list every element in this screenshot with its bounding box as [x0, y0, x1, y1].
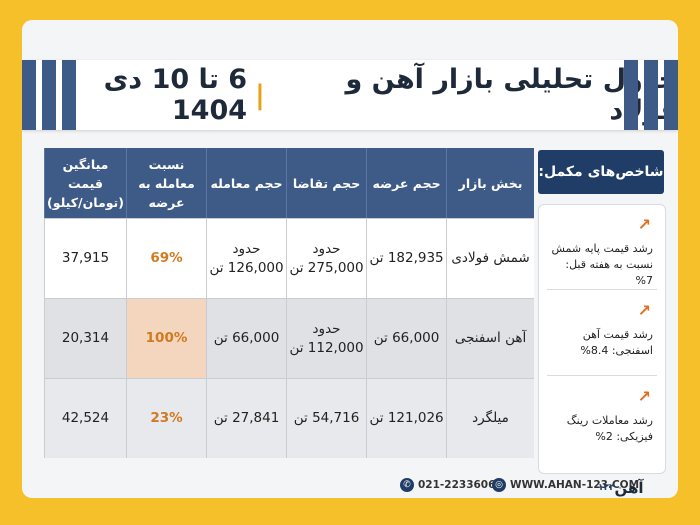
title-dates: 6 تا 10 دی 1404	[103, 64, 248, 126]
cell-ratio: 23%	[126, 378, 207, 458]
cell-supply: 66,000 تن	[366, 298, 447, 378]
footer-website: ◎ WWW.AHAN-123.COM	[492, 478, 639, 492]
table-row: 20,314 100% 66,000 تن حدود 112,000 تن 66…	[44, 298, 534, 378]
cell-avg-price: 37,915	[44, 218, 126, 298]
title-band: جدول تحلیلی بازار آهن و فولاد | 6 تا 10 …	[22, 60, 678, 130]
cell-traded: 27,841 تن	[206, 378, 287, 458]
title-main: جدول تحلیلی بازار آهن و فولاد	[345, 64, 678, 126]
title-separator: |	[255, 79, 265, 111]
arrow-up-right-icon: ↗	[637, 387, 651, 406]
metric-item: ↗ رشد معاملات رینگ فیزیکی: 2%	[547, 383, 657, 461]
decor-stripe	[624, 60, 638, 130]
market-table: میانگین قیمت (تومان/کیلو) نسبت معامله به…	[44, 148, 534, 458]
metric-text: رشد قیمت آهن اسفنجی: 8.4%	[580, 328, 653, 357]
cell-supply: 182,935 تن	[366, 218, 447, 298]
side-heading: شاخص‌های مکمل:	[538, 150, 664, 194]
cell-traded: حدود 126,000 تن	[206, 218, 287, 298]
cell-demand: 54,716 تن	[286, 378, 367, 458]
cell-sector: شمش فولادی	[446, 218, 534, 298]
decor-stripe	[22, 60, 36, 130]
cell-supply: 121,026 تن	[366, 378, 447, 458]
globe-icon: ◎	[492, 478, 506, 492]
cell-ratio: 100%	[126, 298, 207, 378]
metric-item: ↗ رشد قیمت پایه شمش نسبت به هفته قبل: 7%	[547, 211, 657, 290]
arrow-up-right-icon: ↗	[637, 215, 651, 234]
cell-ratio: 69%	[126, 218, 207, 298]
cell-sector: آهن اسفنجی	[446, 298, 534, 378]
header-demand: حجم تقاضا	[286, 148, 367, 218]
footer-phone: ✆ 021-22336060	[400, 478, 503, 492]
logo-text: آهن	[614, 479, 644, 497]
content-card: جدول تحلیلی بازار آهن و فولاد | 6 تا 10 …	[22, 20, 678, 498]
page-title: جدول تحلیلی بازار آهن و فولاد | 6 تا 10 …	[22, 60, 678, 130]
metric-text: رشد قیمت پایه شمش نسبت به هفته قبل: 7%	[551, 242, 653, 287]
side-metrics-panel: ↗ رشد قیمت پایه شمش نسبت به هفته قبل: 7%…	[538, 204, 666, 474]
cell-avg-price: 20,314	[44, 298, 126, 378]
cell-demand: حدود 112,000 تن	[286, 298, 367, 378]
header-ratio: نسبت معامله به عرضه	[126, 148, 207, 218]
website-url: WWW.AHAN-123.COM	[510, 479, 640, 491]
header-sector: بخش بازار	[446, 148, 534, 218]
logo-mark: ۱۲۳	[598, 483, 615, 493]
decor-stripe	[62, 60, 76, 130]
metric-text: رشد معاملات رینگ فیزیکی: 2%	[566, 414, 653, 443]
table-header: میانگین قیمت (تومان/کیلو) نسبت معامله به…	[44, 148, 534, 218]
header-supply: حجم عرضه	[366, 148, 447, 218]
metric-item: ↗ رشد قیمت آهن اسفنجی: 8.4%	[547, 297, 657, 376]
phone-icon: ✆	[400, 478, 414, 492]
decor-stripe	[42, 60, 56, 130]
decor-stripe	[664, 60, 678, 130]
cell-avg-price: 42,524	[44, 378, 126, 458]
cell-traded: 66,000 تن	[206, 298, 287, 378]
brand-logo: آهن ۱۲۳	[596, 478, 644, 498]
cell-sector: میلگرد	[446, 378, 534, 458]
header-traded: حجم معامله	[206, 148, 287, 218]
decor-stripe	[644, 60, 658, 130]
footer: ✆ 021-22336060 ◎ WWW.AHAN-123.COM آهن ۱۲…	[22, 478, 678, 498]
table-row: 37,915 69% حدود 126,000 تن حدود 275,000 …	[44, 218, 534, 298]
header-avg-price: میانگین قیمت (تومان/کیلو)	[44, 148, 126, 218]
table-row: 42,524 23% 27,841 تن 54,716 تن 121,026 ت…	[44, 378, 534, 458]
cell-demand: حدود 275,000 تن	[286, 218, 367, 298]
arrow-up-right-icon: ↗	[637, 301, 651, 320]
phone-number: 021-22336060	[418, 479, 503, 491]
